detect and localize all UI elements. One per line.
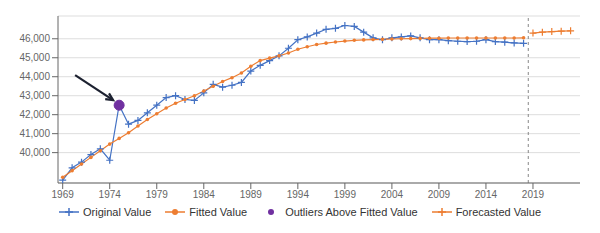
svg-text:44,000: 44,000 <box>19 71 50 82</box>
svg-text:2004: 2004 <box>381 189 404 200</box>
html-text:Fitted Value: Fitted Value <box>189 206 248 218</box>
svg-text:2019: 2019 <box>522 189 545 200</box>
svg-text:1989: 1989 <box>240 189 263 200</box>
svg-text:1979: 1979 <box>146 189 169 200</box>
html-text:Original Value: Original Value <box>83 206 152 218</box>
svg-text:1994: 1994 <box>287 189 310 200</box>
svg-text:1969: 1969 <box>52 189 75 200</box>
svg-text:1984: 1984 <box>193 189 216 200</box>
svg-text:46,000: 46,000 <box>19 33 50 44</box>
svg-text:42,000: 42,000 <box>19 109 50 120</box>
html-text:Outliers Above Fitted Value: Outliers Above Fitted Value <box>285 206 418 218</box>
svg-text:2009: 2009 <box>428 189 451 200</box>
svg-text:41,000: 41,000 <box>19 128 50 139</box>
svg-text:45,000: 45,000 <box>19 52 50 63</box>
svg-text:1974: 1974 <box>99 189 122 200</box>
svg-text:43,000: 43,000 <box>19 90 50 101</box>
svg-text:2014: 2014 <box>475 189 498 200</box>
svg-text:1999: 1999 <box>334 189 357 200</box>
html-text:Forecasted Value: Forecasted Value <box>455 206 541 218</box>
svg-text:40,000: 40,000 <box>19 147 50 158</box>
